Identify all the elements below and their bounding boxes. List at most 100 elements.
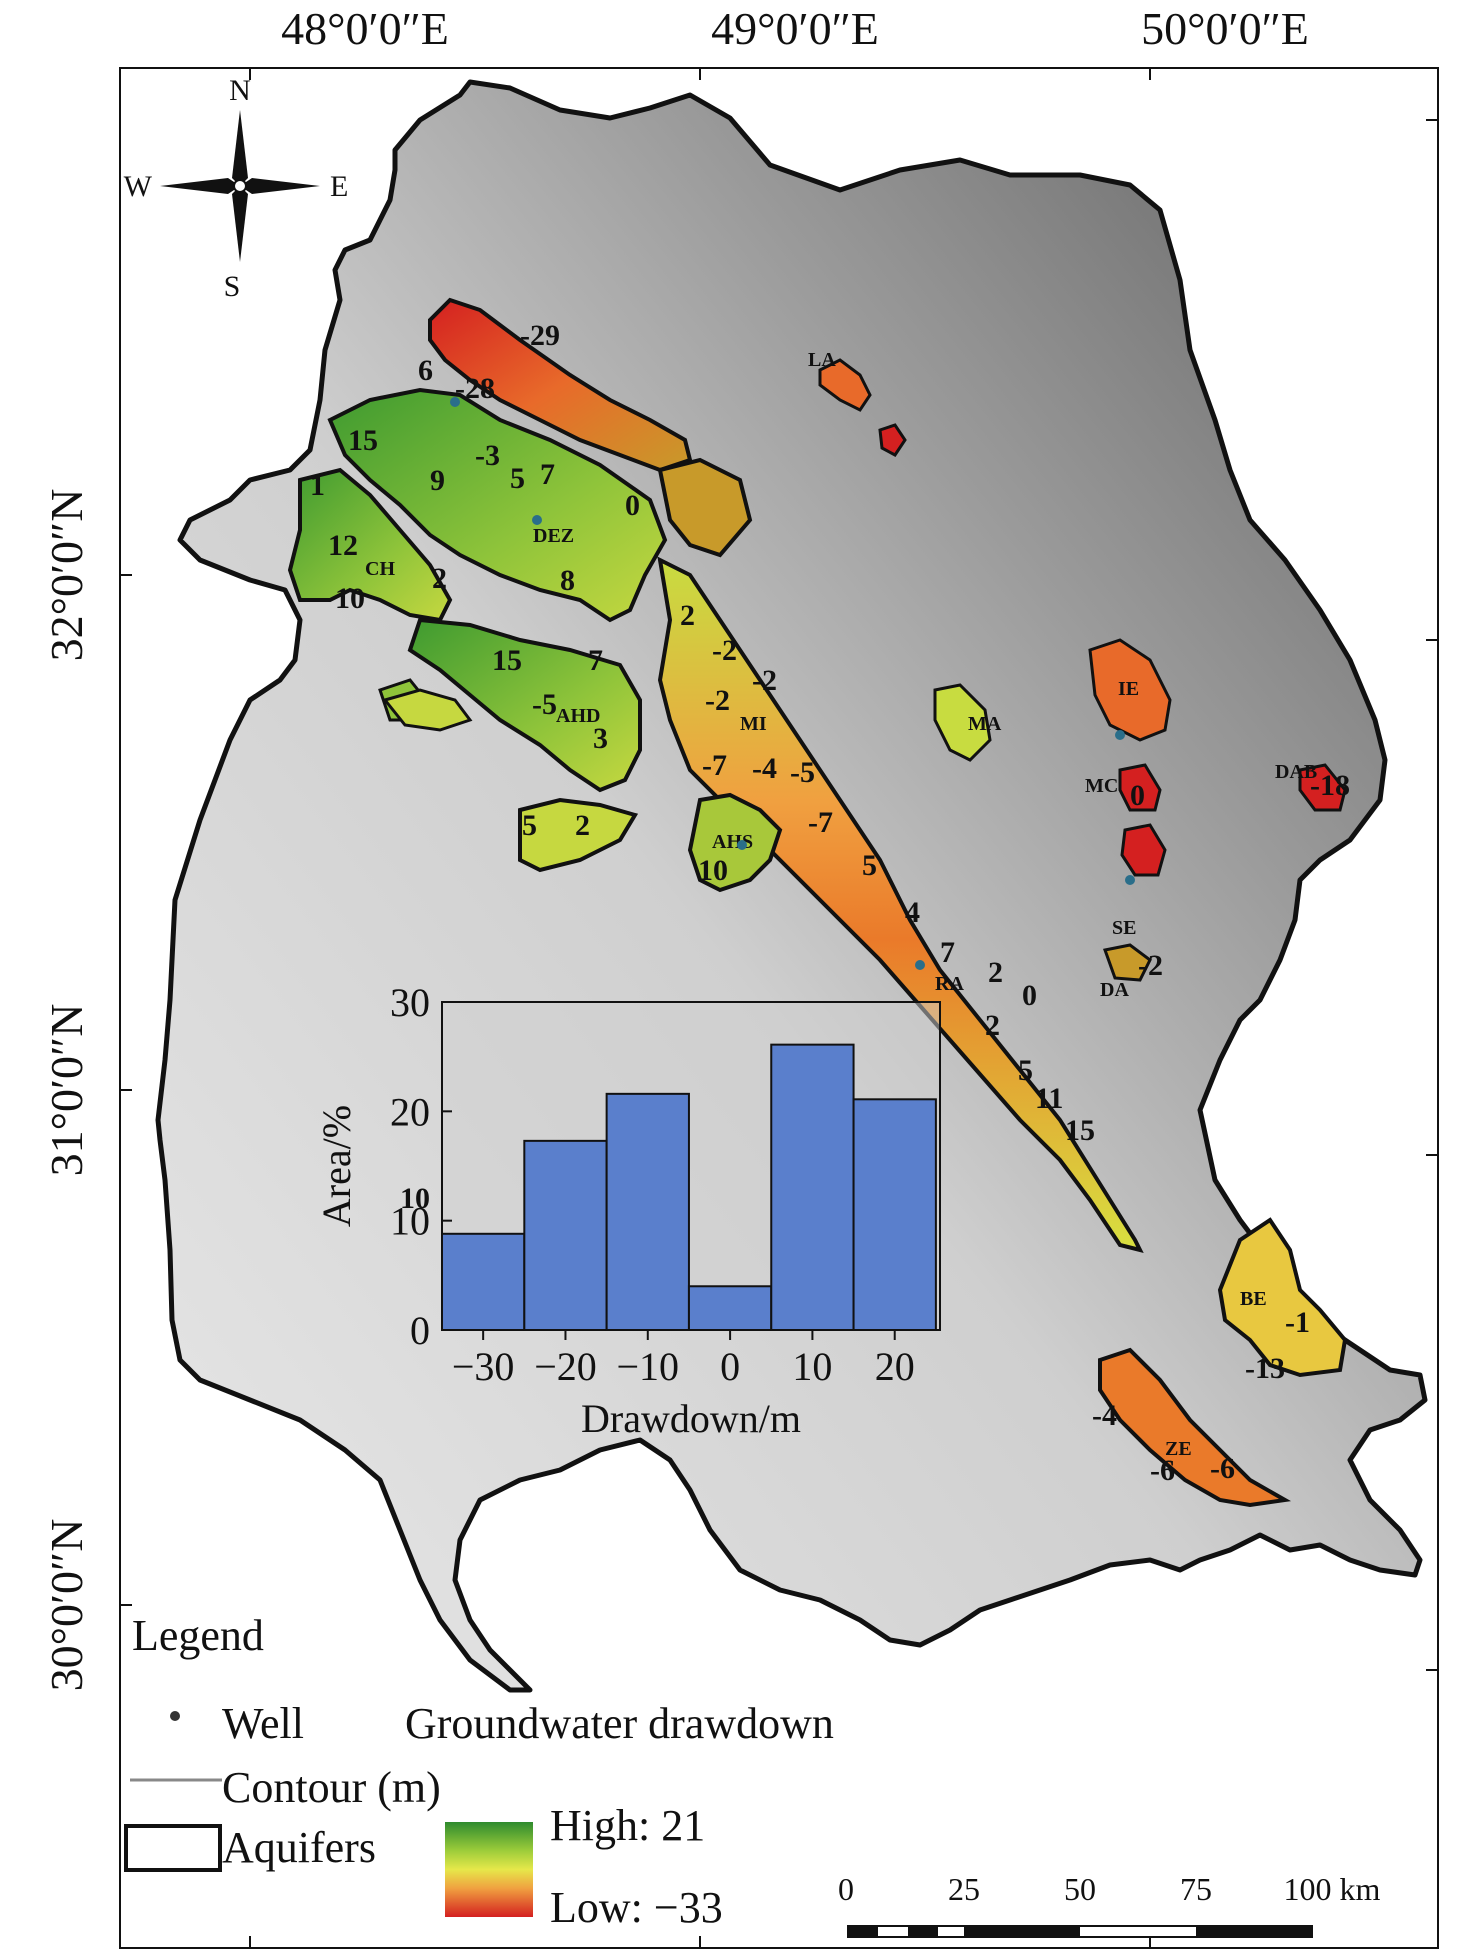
left-tick-label: 31°0′0″N <box>41 1004 92 1177</box>
scale-label: 50 <box>1064 1871 1096 1907</box>
left-tick-label: 32°0′0″N <box>41 489 92 662</box>
region-label: AHD <box>556 705 600 727</box>
inset-x-tick-label: 20 <box>875 1344 915 1389</box>
svg-text:5: 5 <box>862 849 877 882</box>
svg-text:2: 2 <box>985 1009 1000 1042</box>
svg-text:-2: -2 <box>1138 949 1163 982</box>
region-label: CH <box>365 558 395 580</box>
aquifer-la-east <box>878 423 907 457</box>
compass-east-label: E <box>330 170 348 203</box>
svg-text:10: 10 <box>698 854 728 887</box>
legend-well-symbol <box>170 1711 180 1721</box>
svg-text:8: 8 <box>560 564 575 597</box>
svg-text:10: 10 <box>335 582 365 615</box>
svg-text:0: 0 <box>1022 979 1037 1012</box>
inset-y-tick-label: 0 <box>410 1308 430 1353</box>
region-label: SE <box>1112 917 1136 939</box>
inset-bar <box>770 1043 855 1331</box>
svg-text:1: 1 <box>310 469 325 502</box>
legend-aquifer-symbol <box>124 1824 222 1872</box>
svg-text:-3: -3 <box>475 439 500 472</box>
aquifer-ahs <box>687 792 783 893</box>
legend-high-label: High: 21 <box>550 1801 705 1850</box>
top-tick-label: 48°0′0″E <box>281 3 449 54</box>
svg-text:-5: -5 <box>790 756 815 789</box>
svg-text:15: 15 <box>492 644 522 677</box>
region-label: RA <box>935 973 964 995</box>
aquifer-la <box>818 358 872 412</box>
scale-label: 75 <box>1180 1871 1212 1907</box>
scale-label: 0 <box>838 1871 854 1907</box>
inset-bar-chart: 0 10 20 30 −30 −20 −10 0 10 20 Area/% Drawdown/m <box>314 980 941 1441</box>
inset-y-axis-label: Area/% <box>314 1105 359 1227</box>
compass-south-label: S <box>224 270 241 303</box>
scale-label: 100 km <box>1284 1871 1381 1907</box>
aquifer-ze <box>1098 1347 1292 1508</box>
svg-text:-4: -4 <box>752 752 777 785</box>
legend: Legend Well Groundwater drawdown Contour… <box>124 1611 834 1932</box>
aquifer-mc <box>1118 763 1162 812</box>
inset-y-tick-label: 10 <box>390 1199 430 1244</box>
aquifer-mc-south <box>1120 823 1167 877</box>
legend-drawdown-ramp <box>445 1822 533 1917</box>
region-label: AHS <box>712 831 753 853</box>
svg-text:-7: -7 <box>702 749 727 782</box>
region-label: DAB <box>1275 761 1317 783</box>
svg-text:7: 7 <box>588 644 603 677</box>
region-label: LA <box>808 349 836 371</box>
legend-low-label: Low: −33 <box>550 1883 723 1932</box>
inset-bar <box>605 1092 690 1331</box>
aquifer-ma <box>933 683 992 762</box>
svg-text:7: 7 <box>940 936 955 969</box>
svg-text:-4: -4 <box>1092 1399 1117 1432</box>
region-label: DEZ <box>533 525 574 547</box>
svg-text:-2: -2 <box>752 664 777 697</box>
svg-text:15: 15 <box>348 424 378 457</box>
region-label: DA <box>1100 979 1129 1001</box>
svg-text:2: 2 <box>680 599 695 632</box>
inset-bar <box>687 1285 773 1332</box>
region-label: MC <box>1085 775 1118 797</box>
top-tick-label: 49°0′0″E <box>711 3 879 54</box>
region-label: MA <box>968 713 1002 735</box>
svg-text:-18: -18 <box>1310 769 1350 802</box>
compass-west-label: W <box>124 170 153 203</box>
region-label: BE <box>1240 1288 1267 1310</box>
aquifer-ch <box>287 467 453 623</box>
svg-text:2: 2 <box>432 562 447 595</box>
inset-x-axis-label: Drawdown/m <box>581 1396 801 1441</box>
svg-text:-6: -6 <box>1150 1454 1175 1487</box>
scale-label: 25 <box>948 1871 980 1907</box>
aquifer-dez <box>327 387 668 623</box>
region-label: MI <box>740 713 767 735</box>
inset-y-tick-label: 30 <box>390 980 430 1025</box>
svg-text:9: 9 <box>430 464 445 497</box>
region-label: IE <box>1118 678 1139 700</box>
svg-text:-2: -2 <box>712 634 737 667</box>
left-tick-label: 30°0′0″N <box>41 1519 92 1692</box>
svg-text:10: 10 <box>400 1182 430 1215</box>
inset-x-tick-label: 0 <box>720 1344 740 1389</box>
inset-x-tick-label: −30 <box>452 1344 515 1389</box>
inset-x-ticks: −30 −20 −10 0 10 20 <box>452 1330 915 1389</box>
region-label: ZE <box>1165 1438 1192 1460</box>
legend-drawdown-title: Groundwater drawdown <box>405 1699 834 1748</box>
svg-text:12: 12 <box>328 529 358 562</box>
svg-text:5: 5 <box>522 809 537 842</box>
svg-text:-7: -7 <box>808 806 833 839</box>
svg-text:11: 11 <box>1035 1082 1063 1115</box>
svg-text:5: 5 <box>1018 1054 1033 1087</box>
svg-text:-28: -28 <box>455 372 495 405</box>
svg-text:6: 6 <box>418 354 433 387</box>
svg-text:-1: -1 <box>1285 1306 1310 1339</box>
compass-north-label: N <box>229 74 251 107</box>
svg-text:0: 0 <box>1130 779 1145 812</box>
svg-text:-2: -2 <box>705 684 730 717</box>
inset-x-tick-label: −20 <box>534 1344 597 1389</box>
aquifer-se <box>1103 943 1152 982</box>
svg-text:2: 2 <box>988 956 1003 989</box>
svg-text:3: 3 <box>593 722 608 755</box>
scale-bar: 0 25 50 75 100 km <box>838 1871 1381 1938</box>
top-tick-label: 50°0′0″E <box>1141 3 1309 54</box>
